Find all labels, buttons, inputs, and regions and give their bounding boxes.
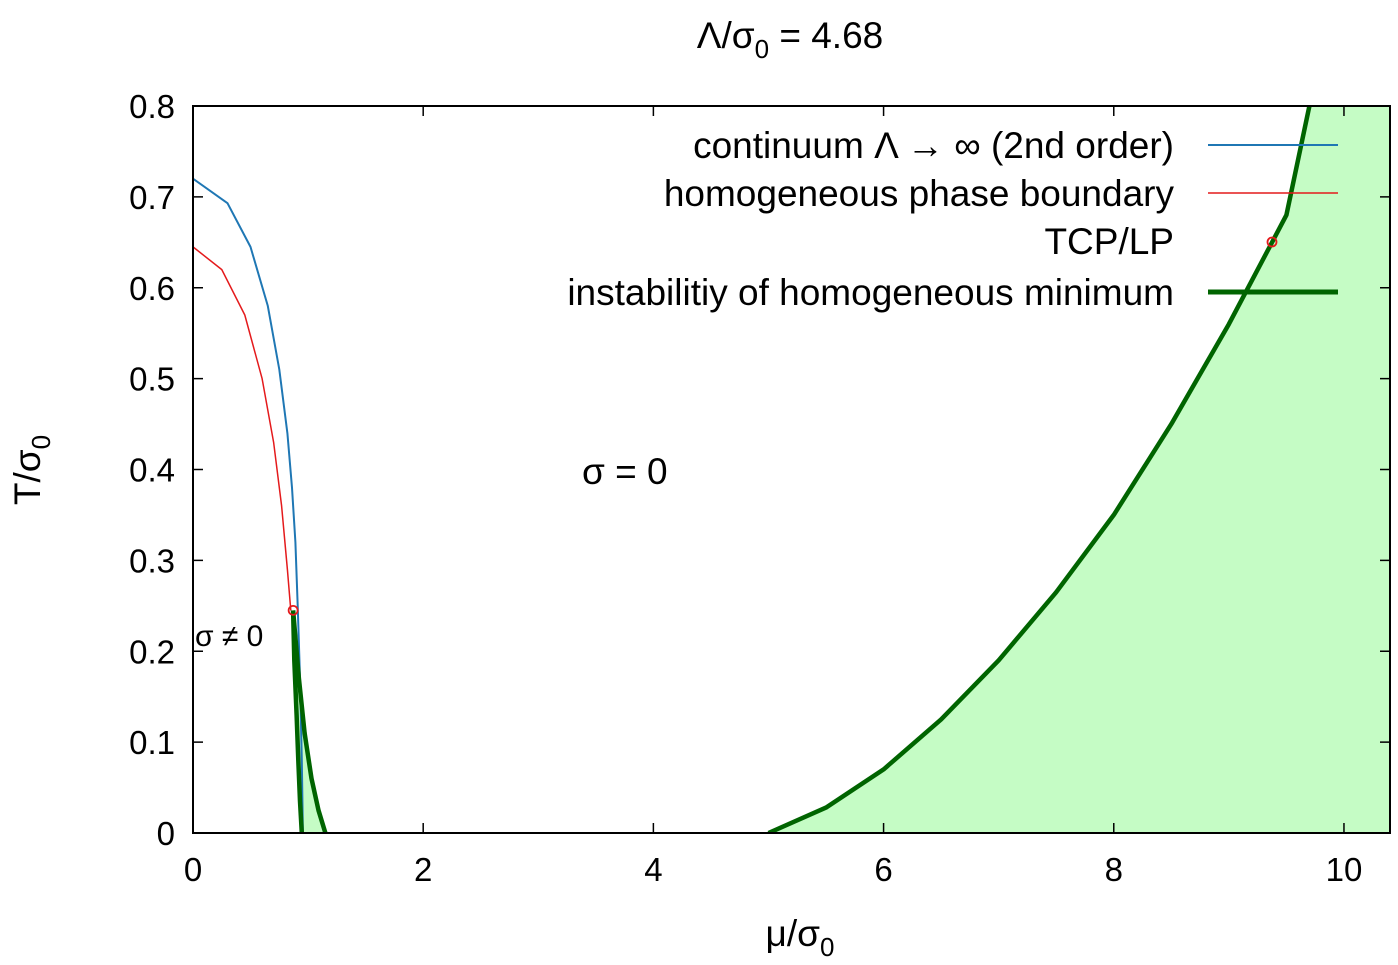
legend-label-continuum: continuum Λ → ∞ (2nd order): [693, 125, 1174, 166]
y-tick-label: 0.4: [129, 452, 175, 489]
y-tick-label: 0.7: [129, 179, 175, 216]
x-label-subscript: 0: [820, 932, 834, 962]
title-main: Λ/σ: [697, 15, 755, 56]
series-layer: [193, 106, 1312, 833]
y-axis-ticks: 0 0.1 0.2 0.3 0.4 0.5 0.6 0.7 0.8: [129, 88, 1390, 852]
legend-label-homogeneous-boundary: homogeneous phase boundary: [664, 173, 1175, 214]
annotation-sigma-nonzero: σ ≠ 0: [195, 620, 263, 653]
x-tick-label: 6: [874, 851, 892, 888]
y-tick-label: 0: [157, 815, 175, 852]
x-label-main: μ/σ: [766, 913, 821, 954]
legend-swatch-tcp-lp: [1266, 236, 1278, 248]
x-tick-label: 0: [184, 851, 202, 888]
y-axis-label: T/σ0: [7, 435, 56, 505]
instability-fill-layer: [293, 106, 1390, 833]
x-tick-label: 8: [1105, 851, 1123, 888]
series-homogeneous-boundary-line: [193, 246, 292, 611]
y-label-subscript: 0: [26, 435, 56, 449]
legend-label-instability: instabilitiy of homogeneous minimum: [567, 272, 1174, 313]
legend-label-tcp-lp: TCP/LP: [1044, 221, 1174, 262]
x-tick-label: 10: [1326, 851, 1363, 888]
series-tcp-lp-point: [287, 604, 299, 616]
annotation-sigma-zero: σ = 0: [582, 451, 668, 492]
series-instability-line-2: [767, 106, 1312, 833]
y-tick-label: 0.6: [129, 270, 175, 307]
title-subscript: 0: [755, 34, 769, 64]
y-tick-label: 0.3: [129, 542, 175, 579]
series-continuum-line: [193, 177, 304, 833]
y-tick-label: 0.5: [129, 361, 175, 398]
x-tick-label: 4: [644, 851, 662, 888]
x-tick-label: 2: [414, 851, 432, 888]
y-tick-label: 0.1: [129, 724, 175, 761]
series-instability-line-1: [290, 610, 328, 833]
y-tick-label: 0.2: [129, 633, 175, 670]
title-tail: = 4.68: [769, 15, 883, 56]
series-instability-line-0: [290, 610, 305, 833]
x-axis-label: μ/σ0: [766, 913, 835, 962]
chart-title: Λ/σ0 = 4.68: [697, 15, 884, 64]
instability-region-large: [768, 106, 1390, 833]
x-axis-ticks: 0 2 4 6 8 10: [184, 106, 1363, 888]
legend: continuum Λ → ∞ (2nd order) homogeneous …: [567, 125, 1338, 313]
y-tick-label: 0.8: [129, 88, 175, 125]
y-label-main: T/σ: [7, 449, 48, 505]
